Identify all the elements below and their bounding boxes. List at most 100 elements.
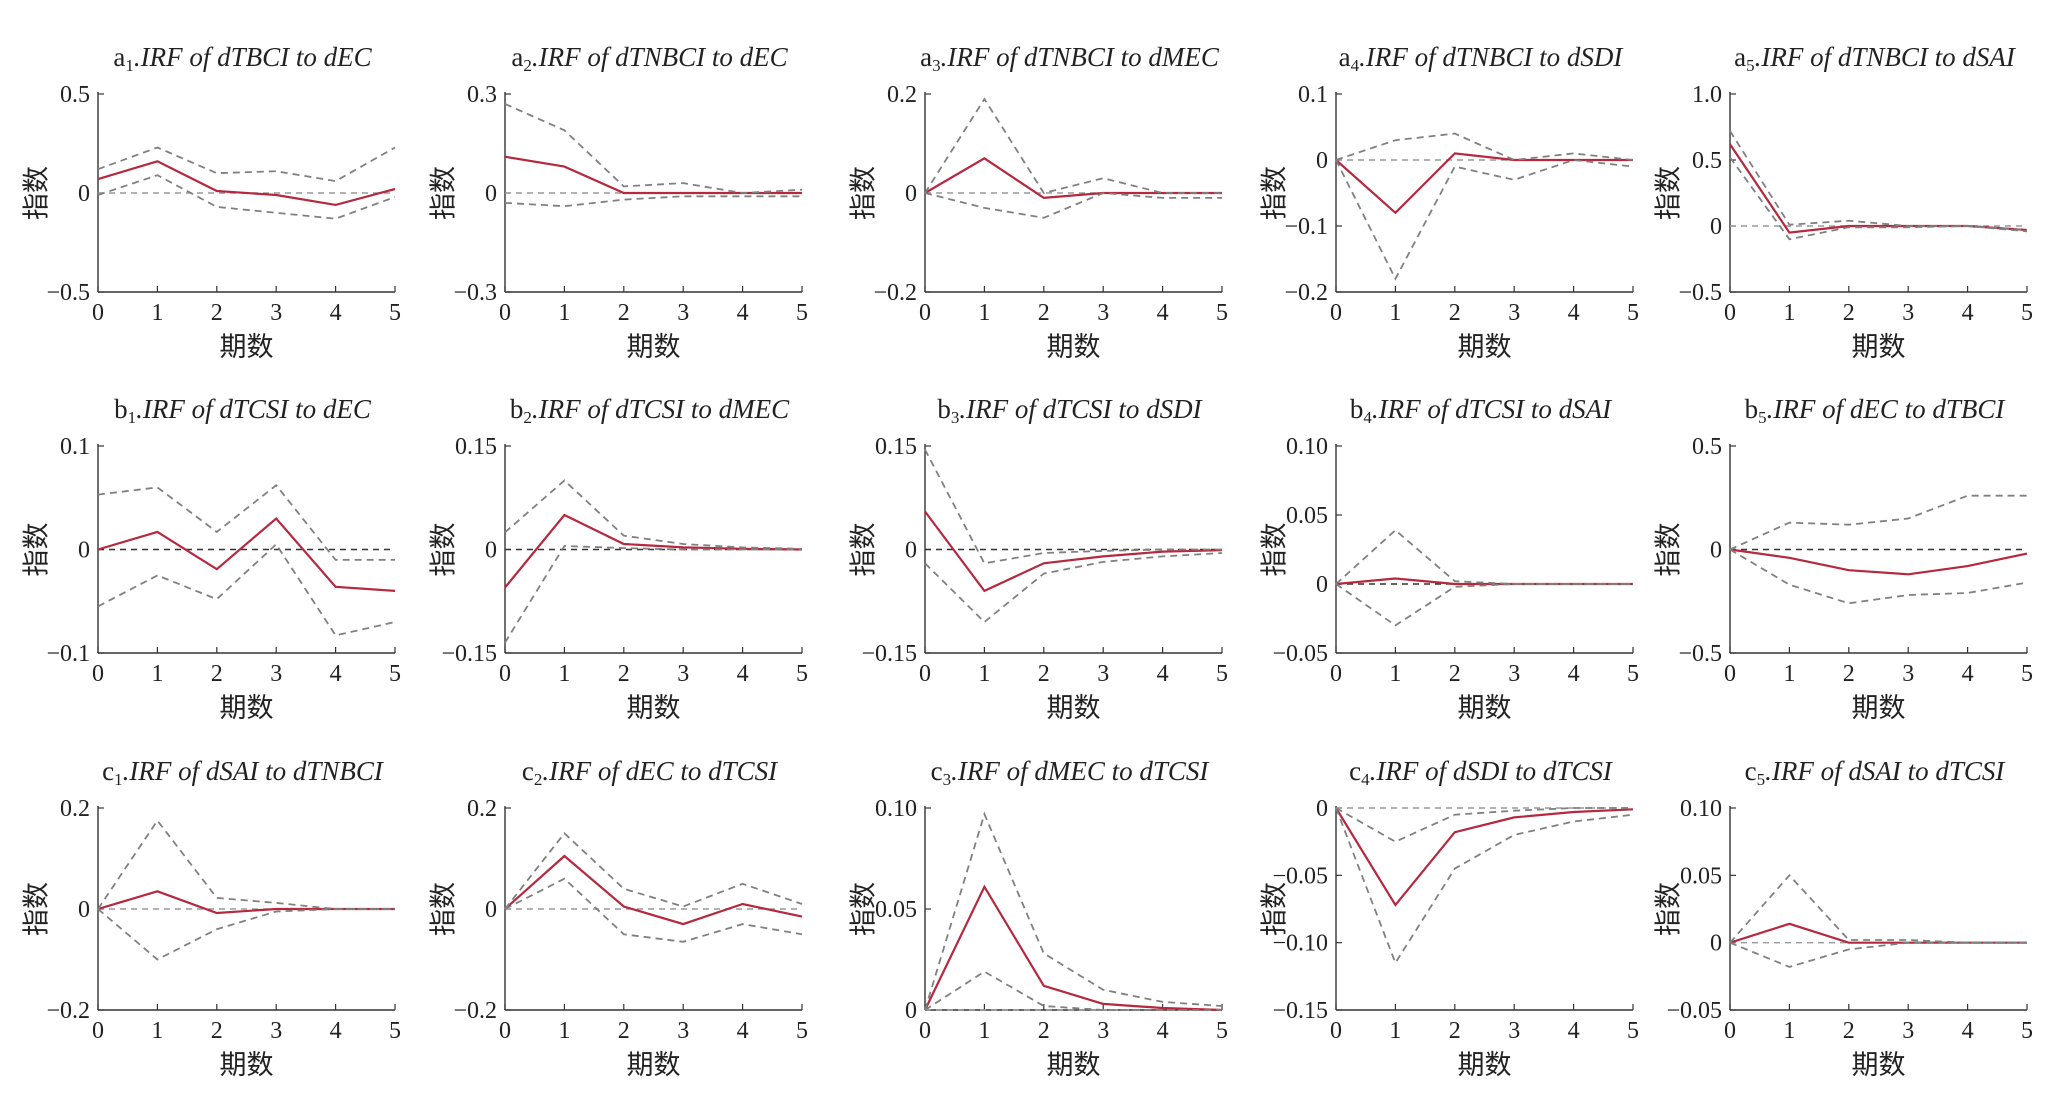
x-tick-label: 3 xyxy=(1508,661,1520,687)
y-tick-label: −0.5 xyxy=(1678,280,1722,306)
panel-letter: b xyxy=(114,394,128,424)
x-tick-label: 0 xyxy=(919,661,931,687)
x-tick-label: 4 xyxy=(1568,661,1580,687)
x-tick-label: 2 xyxy=(1038,300,1050,326)
panel-title-text: .IRF of dSDI to dTCSI xyxy=(1370,756,1614,786)
x-tick-label: 5 xyxy=(2021,1018,2033,1044)
y-tick-label: 0.1 xyxy=(60,434,90,460)
x-tick-label: 0 xyxy=(499,1018,511,1044)
panel-a3: a3.IRF of dTNBCI to dMEC−0.200.20 1 2 3 4 5指数… xyxy=(849,42,1229,363)
confidence-band-upper xyxy=(504,103,803,194)
confidence-band-upper xyxy=(97,146,396,183)
irf-line xyxy=(504,854,803,926)
x-axis-label: 期数 xyxy=(1852,693,1906,724)
confidence-band-upper xyxy=(97,819,395,910)
panel-title-text: .IRF of dTCSI to dEC xyxy=(136,394,372,424)
confidence-band-lower xyxy=(1335,807,1634,965)
y-tick-label: 0.05 xyxy=(1286,503,1328,529)
y-tick-label: 0.2 xyxy=(887,82,917,108)
x-tick-label: 1 xyxy=(1389,661,1401,687)
x-tick-label: 2 xyxy=(618,300,630,326)
y-tick-label: 0 xyxy=(1710,931,1722,957)
panel-index: 5 xyxy=(1758,408,1767,427)
x-tick-label: 5 xyxy=(2021,661,2033,687)
panel-index: 4 xyxy=(1363,408,1372,427)
y-tick-label: 0 xyxy=(905,181,917,207)
x-tick-label: 3 xyxy=(1902,661,1914,687)
x-tick-label: 0 xyxy=(92,300,104,326)
confidence-band-upper xyxy=(97,484,395,561)
x-tick-label: 2 xyxy=(618,1018,630,1044)
x-tick-label: 0 xyxy=(919,1018,931,1044)
x-tick-label: 1 xyxy=(978,661,990,687)
y-axis-label: 指数 xyxy=(1654,882,1685,936)
panel-title: b5.IRF of dEC to dTBCI xyxy=(1745,394,2007,427)
x-tick-label: 3 xyxy=(677,1018,689,1044)
y-tick-label: 0.5 xyxy=(60,82,90,108)
panel-index: 1 xyxy=(128,408,137,427)
y-tick-label: 0.2 xyxy=(60,796,90,822)
panel-title-text: .IRF of dEC to dTCSI xyxy=(542,756,779,786)
panel-title-text: .IRF of dSAI to dTCSI xyxy=(1765,756,2006,786)
panel-title-text: .IRF of dTCSI to dMEC xyxy=(532,394,790,424)
panel-letter: b xyxy=(1350,394,1364,424)
x-axis-label: 期数 xyxy=(220,332,274,363)
panel-title-text: .IRF of dTBCI to dEC xyxy=(134,42,373,72)
y-axis-label: 指数 xyxy=(429,523,460,577)
y-tick-label: 0.2 xyxy=(467,796,497,822)
panel-title: c3.IRF of dMEC to dTCSI xyxy=(931,756,1211,789)
panel-title-text: .IRF of dTCSI to dSDI xyxy=(959,394,1203,424)
x-tick-label: 3 xyxy=(1508,300,1520,326)
x-tick-label: 1 xyxy=(1389,300,1401,326)
x-tick-label: 2 xyxy=(1038,661,1050,687)
panel-title: c1.IRF of dSAI to dTNBCI xyxy=(102,756,385,789)
x-tick-label: 3 xyxy=(270,1018,282,1044)
x-tick-label: 3 xyxy=(677,300,689,326)
x-tick-label: 0 xyxy=(499,661,511,687)
x-tick-label: 4 xyxy=(330,661,342,687)
x-tick-label: 2 xyxy=(618,661,630,687)
panel-title-text: .IRF of dSAI to dTNBCI xyxy=(123,756,385,786)
y-tick-label: −0.2 xyxy=(46,998,90,1024)
x-tick-label: 1 xyxy=(151,1018,163,1044)
x-tick-label: 1 xyxy=(978,300,990,326)
y-tick-label: −0.5 xyxy=(46,280,90,306)
irf-line xyxy=(1335,807,1634,907)
irf-line xyxy=(97,160,396,207)
irf-line xyxy=(97,516,396,592)
x-axis-label: 期数 xyxy=(1458,332,1512,363)
panel-title: b3.IRF of dTCSI to dSDI xyxy=(937,394,1203,427)
confidence-band-upper xyxy=(504,479,803,550)
panel-title-text: .IRF of dTCSI to dSAI xyxy=(1372,394,1613,424)
y-tick-label: 0 xyxy=(1710,538,1722,564)
x-tick-label: 4 xyxy=(1157,1018,1169,1044)
confidence-band-lower xyxy=(504,195,802,208)
x-axis-label: 期数 xyxy=(220,1050,274,1081)
panel-a4: a4.IRF of dTNBCI to dSDI−0.2−0.100.10 1 2 3… xyxy=(1260,42,1640,363)
panel-letter: a xyxy=(1339,42,1351,72)
y-axis-label: 指数 xyxy=(1260,166,1291,220)
panel-a5: a5.IRF of dTNBCI to dSAI−0.500.51.00 1 2 3 4… xyxy=(1654,42,2034,363)
panel-title: b1.IRF of dTCSI to dEC xyxy=(114,394,372,427)
y-tick-label: 0.10 xyxy=(1680,796,1722,822)
x-tick-label: 5 xyxy=(796,661,808,687)
confidence-band-lower xyxy=(924,552,1223,624)
confidence-band-lower xyxy=(1335,159,1634,281)
x-axis-label: 期数 xyxy=(1047,693,1101,724)
panel-index: 2 xyxy=(523,56,532,75)
x-tick-label: 2 xyxy=(1843,1018,1855,1044)
x-tick-label: 1 xyxy=(1389,1018,1401,1044)
irf-line xyxy=(924,884,1223,1012)
y-tick-label: −0.15 xyxy=(1272,998,1328,1024)
panel-letter: c xyxy=(102,756,114,786)
y-tick-label: −0.05 xyxy=(1272,641,1328,667)
confidence-band-upper xyxy=(1729,873,2027,944)
panel-index: 5 xyxy=(1746,56,1755,75)
x-tick-label: 2 xyxy=(211,300,223,326)
